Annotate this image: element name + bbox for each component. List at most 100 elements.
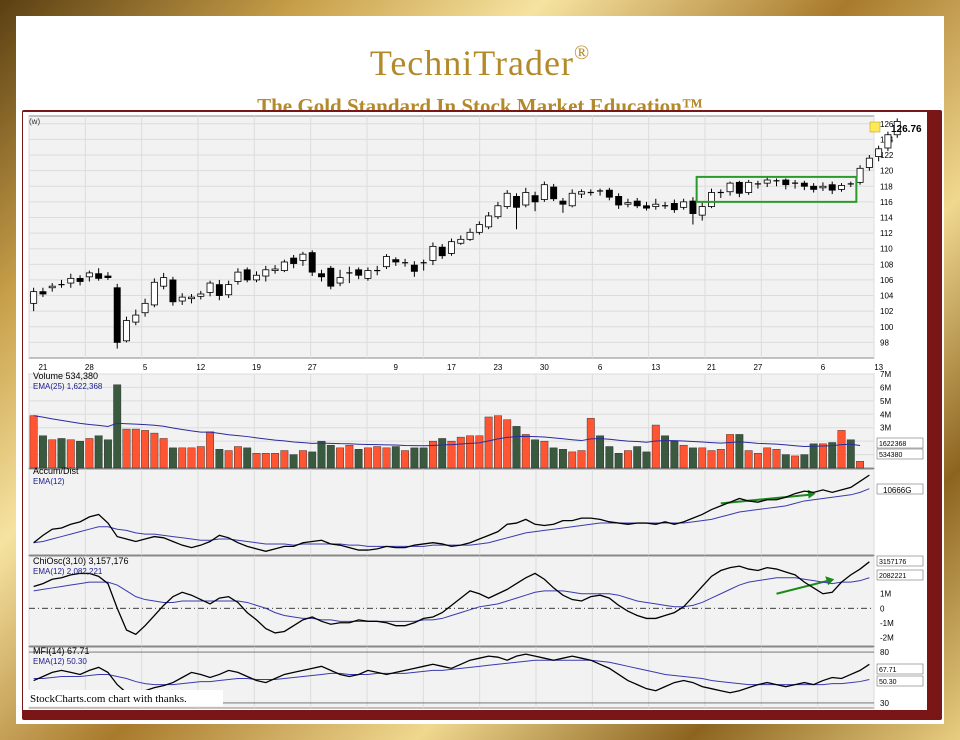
volume-bar <box>679 444 688 469</box>
accum-dist-frame <box>28 468 875 556</box>
accum-dist-panel <box>28 468 924 556</box>
candle-body <box>475 224 483 233</box>
mfi-label: MFI(14) 67.71 <box>33 646 90 656</box>
volume-bar <box>549 447 558 469</box>
candle-body <box>188 296 195 300</box>
mfi-ytick-label: 80 <box>880 648 889 657</box>
credit-box <box>27 690 223 706</box>
volume-bar <box>456 436 465 469</box>
volume-bar <box>661 435 669 469</box>
chaikin-ytick-label: -2M <box>880 633 894 642</box>
price-xtick-label: 21 <box>707 363 716 372</box>
volume-bar <box>382 447 391 469</box>
volume-bar <box>819 443 827 469</box>
candle-body <box>624 202 632 205</box>
candle-body <box>169 279 177 303</box>
candle-body <box>383 256 390 268</box>
candle-body <box>123 320 130 342</box>
volume-bar <box>159 438 168 469</box>
price-ytick-label: 100 <box>880 323 894 332</box>
volume-bar <box>846 439 855 469</box>
price-xtick-label: 6 <box>821 363 826 372</box>
volume-bar <box>837 430 846 469</box>
price-ytick-label: 98 <box>880 338 889 347</box>
volume-bar <box>271 453 279 469</box>
volume-bar <box>447 440 456 469</box>
candle-body <box>531 195 539 203</box>
price-ytick-label: 114 <box>880 213 893 222</box>
accum-dist-ema-line <box>33 488 870 547</box>
volume-bar <box>243 447 252 469</box>
accum-dist-ema-label: EMA(12) <box>33 477 65 486</box>
volume-bar <box>791 455 799 469</box>
volume-bar <box>809 443 818 469</box>
volume-bar <box>401 450 409 469</box>
volume-ytick-label: 4M <box>880 410 891 419</box>
volume-bar <box>345 444 354 469</box>
volume-bar <box>364 447 372 469</box>
volume-bar <box>828 442 837 469</box>
candle-body <box>828 184 836 191</box>
accum-dist-last-box <box>876 483 924 495</box>
volume-bar <box>261 453 270 469</box>
volume-bar <box>150 432 159 469</box>
volume-bar <box>484 416 493 469</box>
chaikin-ytick-label: 1M <box>880 590 891 599</box>
mfi-ytick-label: 30 <box>880 699 889 708</box>
candle-body <box>652 203 660 207</box>
chart-annotations: (w) 126.76 Volume 534,380 EMA(25) 1,622,… <box>27 117 922 706</box>
volume-bar <box>141 430 149 469</box>
price-ytick-label: 122 <box>880 151 894 160</box>
volume-bar <box>559 449 567 469</box>
price-xtick-label: 21 <box>38 363 47 372</box>
volume-bar <box>391 446 400 469</box>
candle-body <box>225 284 233 296</box>
chaikin-ytick-label: 0 <box>880 604 885 613</box>
volume-bar <box>781 454 790 469</box>
volume-bar <box>624 450 632 469</box>
mfi-last-box <box>876 675 924 687</box>
candle-body <box>689 200 697 214</box>
volume-bar <box>280 450 289 469</box>
volume-bar <box>336 447 344 469</box>
price-xtick-label: 27 <box>753 363 762 372</box>
chaikin-last-label: 2082221 <box>879 573 906 580</box>
candle-body <box>875 148 883 157</box>
price-xtick-label: 13 <box>874 363 883 372</box>
price-xtick-label: 9 <box>394 363 399 372</box>
volume-ema-label: EMA(25) 1,622,368 <box>33 382 103 391</box>
candle-body <box>708 192 715 207</box>
candle-body <box>243 269 251 281</box>
candle-body <box>85 272 93 278</box>
volume-bar <box>308 451 317 469</box>
volume-bar <box>252 453 261 469</box>
candle-body <box>429 245 437 261</box>
candle-body <box>726 182 734 193</box>
volume-bar <box>289 454 298 469</box>
candle-body <box>550 186 558 200</box>
price-ytick-label: 116 <box>880 198 893 207</box>
candle-body <box>735 181 743 194</box>
last-price-label: 126.76 <box>891 124 922 135</box>
candle-body <box>392 259 400 263</box>
candle-body <box>234 271 242 282</box>
candle-body <box>893 121 901 136</box>
candle-body <box>215 284 223 296</box>
volume-bar <box>410 447 419 469</box>
chaikin-arrow-head <box>825 576 835 586</box>
volume-bar <box>633 446 642 469</box>
price-ytick-label: 110 <box>880 245 893 254</box>
chaikin-last-label: 3157176 <box>879 559 906 566</box>
volume-bar <box>187 447 196 469</box>
volume-last-label: 534380 <box>879 452 902 459</box>
volume-bar <box>196 446 205 469</box>
volume-ema-line <box>33 415 861 447</box>
candle-body <box>819 185 827 189</box>
candle-body <box>578 191 585 195</box>
volume-ytick-label: 3M <box>880 424 891 433</box>
chaikin-ema-line <box>33 577 870 622</box>
volume-bar <box>215 449 224 469</box>
volume-bar <box>772 449 781 469</box>
chaikin-last-box <box>876 569 924 581</box>
candle-body <box>466 231 474 240</box>
